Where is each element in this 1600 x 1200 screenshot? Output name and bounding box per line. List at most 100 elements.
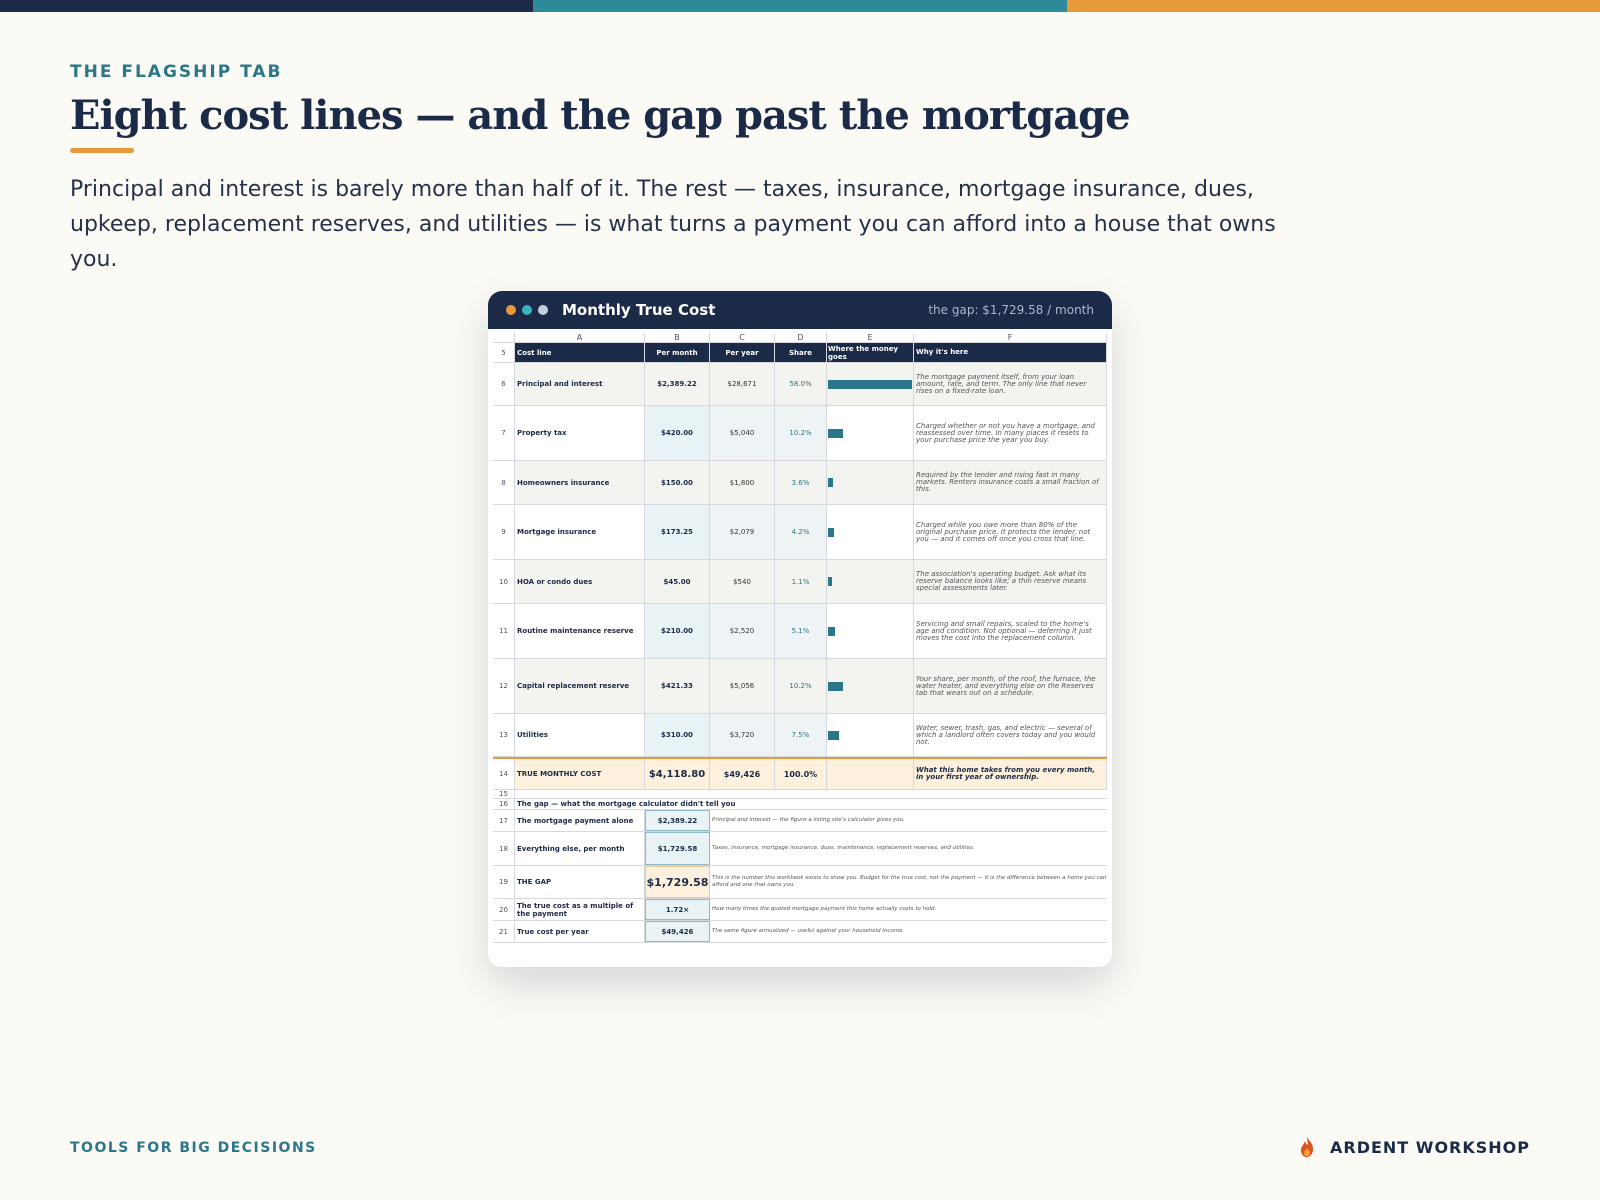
gap-note[interactable]: The same figure annualized — useful agai…	[712, 928, 905, 934]
cost-line-name[interactable]: Property tax	[515, 406, 645, 460]
row-number: 12	[493, 659, 515, 713]
per-year-cell[interactable]: $3,720	[710, 714, 775, 756]
per-year-cell[interactable]: $2,520	[710, 604, 775, 658]
gap-label[interactable]: The true cost as a multiple of the payme…	[515, 899, 645, 920]
total-share[interactable]: 100.0%	[775, 759, 827, 789]
total-row: 14 TRUE MONTHLY COST $4,118.80 $49,426 1…	[493, 757, 1107, 790]
column-header-a[interactable]: A	[515, 333, 645, 342]
gap-row: 21 True cost per year $49,426 The same figu…	[493, 921, 1107, 943]
accent-navy	[0, 0, 534, 12]
row-number: 5	[493, 343, 515, 362]
share-bar-cell[interactable]	[827, 461, 914, 504]
share-bar	[828, 681, 843, 691]
why-note[interactable]: Charged while you owe more than 80% of t…	[914, 505, 1107, 559]
why-note[interactable]: The mortgage payment itself, from your l…	[914, 363, 1107, 405]
share-bar	[828, 730, 839, 740]
window-title: Monthly True Cost	[562, 301, 716, 319]
why-note[interactable]: Required by the lender and rising fast i…	[914, 461, 1107, 504]
row-number: 14	[493, 759, 515, 789]
column-header-f[interactable]: F	[914, 333, 1107, 342]
share-bar-cell[interactable]	[827, 560, 914, 603]
share-cell[interactable]: 5.1%	[775, 604, 827, 658]
share-cell[interactable]: 58.0%	[775, 363, 827, 405]
total-per-month[interactable]: $4,118.80	[645, 759, 710, 789]
gap-label[interactable]: Everything else, per month	[515, 832, 645, 865]
per-month-cell[interactable]: $210.00	[645, 604, 710, 658]
blank-cell[interactable]	[515, 790, 1107, 798]
per-year-cell[interactable]: $2,079	[710, 505, 775, 559]
column-header-c[interactable]: C	[710, 333, 775, 342]
share-cell[interactable]: 3.6%	[775, 461, 827, 504]
gap-value[interactable]: $1,729.58	[645, 866, 710, 898]
per-month-cell[interactable]: $150.00	[645, 461, 710, 504]
header-cost-line[interactable]: Cost line	[515, 343, 645, 362]
share-bar-cell[interactable]	[827, 604, 914, 658]
why-note[interactable]: The association's operating budget. Ask …	[914, 560, 1107, 603]
gap-heading-row: 16 The gap — what the mortgage calculato…	[493, 799, 1107, 810]
share-bar-cell[interactable]	[827, 714, 914, 756]
gap-note[interactable]: Principal and interest — the figure a li…	[712, 817, 905, 823]
share-bar-cell[interactable]	[827, 406, 914, 460]
header-where-money-goes[interactable]: Where the money goes	[827, 343, 914, 362]
row-number: 13	[493, 714, 515, 756]
row-number: 18	[493, 832, 515, 865]
per-year-cell[interactable]: $5,056	[710, 659, 775, 713]
per-month-cell[interactable]: $420.00	[645, 406, 710, 460]
per-month-cell[interactable]: $45.00	[645, 560, 710, 603]
gap-note[interactable]: Taxes, insurance, mortgage insurance, du…	[712, 845, 975, 851]
cost-line-name[interactable]: Mortgage insurance	[515, 505, 645, 559]
total-note[interactable]: What this home takes from you every mont…	[914, 759, 1107, 789]
gap-rows: 17 The mortgage payment alone $2,389.22 Pri…	[493, 810, 1107, 943]
cost-line-name[interactable]: Routine maintenance reserve	[515, 604, 645, 658]
per-month-cell[interactable]: $2,389.22	[645, 363, 710, 405]
cost-line-name[interactable]: Principal and interest	[515, 363, 645, 405]
cost-line-name[interactable]: Utilities	[515, 714, 645, 756]
per-year-cell[interactable]: $28,671	[710, 363, 775, 405]
per-month-cell[interactable]: $310.00	[645, 714, 710, 756]
header-per-year[interactable]: Per year	[710, 343, 775, 362]
total-per-year[interactable]: $49,426	[710, 759, 775, 789]
why-note[interactable]: Charged whether or not you have a mortga…	[914, 406, 1107, 460]
share-bar	[828, 428, 843, 438]
gap-row: 18 Everything else, per month $1,729.58 Tax…	[493, 832, 1107, 866]
footer-tagline: TOOLS FOR BIG DECISIONS	[70, 1140, 317, 1156]
per-month-cell[interactable]: $421.33	[645, 659, 710, 713]
why-note[interactable]: Servicing and small repairs, scaled to t…	[914, 604, 1107, 658]
share-cell[interactable]: 10.2%	[775, 406, 827, 460]
per-year-cell[interactable]: $1,800	[710, 461, 775, 504]
cost-line-name[interactable]: Homeowners insurance	[515, 461, 645, 504]
column-header-d[interactable]: D	[775, 333, 827, 342]
share-cell[interactable]: 7.5%	[775, 714, 827, 756]
gap-note[interactable]: This is the number this workbook exists …	[712, 875, 1107, 888]
share-bar-cell[interactable]	[827, 505, 914, 559]
header-share[interactable]: Share	[775, 343, 827, 362]
total-bar-cell[interactable]	[827, 759, 914, 789]
column-header-e[interactable]: E	[827, 333, 914, 342]
per-year-cell[interactable]: $540	[710, 560, 775, 603]
gap-value[interactable]: $1,729.58	[645, 832, 710, 865]
gap-value[interactable]: $49,426	[645, 921, 710, 942]
share-bar-cell[interactable]	[827, 363, 914, 405]
cost-line-name[interactable]: Capital replacement reserve	[515, 659, 645, 713]
gap-value[interactable]: $2,389.22	[645, 810, 710, 831]
share-cell[interactable]: 1.1%	[775, 560, 827, 603]
table-row: 11 Routine maintenance reserve $210.00 $2,5…	[493, 604, 1107, 659]
gap-label[interactable]: True cost per year	[515, 921, 645, 942]
total-label[interactable]: TRUE MONTHLY COST	[515, 759, 645, 789]
share-bar-cell[interactable]	[827, 659, 914, 713]
header-why[interactable]: Why it's here	[914, 343, 1107, 362]
share-cell[interactable]: 4.2%	[775, 505, 827, 559]
per-month-cell[interactable]: $173.25	[645, 505, 710, 559]
column-header-b[interactable]: B	[645, 333, 710, 342]
per-year-cell[interactable]: $5,040	[710, 406, 775, 460]
gap-note[interactable]: How many times the quoted mortgage payme…	[712, 906, 937, 912]
cost-line-name[interactable]: HOA or condo dues	[515, 560, 645, 603]
gap-value[interactable]: 1.72×	[645, 899, 710, 920]
why-note[interactable]: Water, sewer, trash, gas, and electric —…	[914, 714, 1107, 756]
gap-label[interactable]: THE GAP	[515, 866, 645, 898]
share-cell[interactable]: 10.2%	[775, 659, 827, 713]
why-note[interactable]: Your share, per month, of the roof, the …	[914, 659, 1107, 713]
header-per-month[interactable]: Per month	[645, 343, 710, 362]
gap-heading[interactable]: The gap — what the mortgage calculator d…	[517, 800, 736, 808]
gap-label[interactable]: The mortgage payment alone	[515, 810, 645, 831]
